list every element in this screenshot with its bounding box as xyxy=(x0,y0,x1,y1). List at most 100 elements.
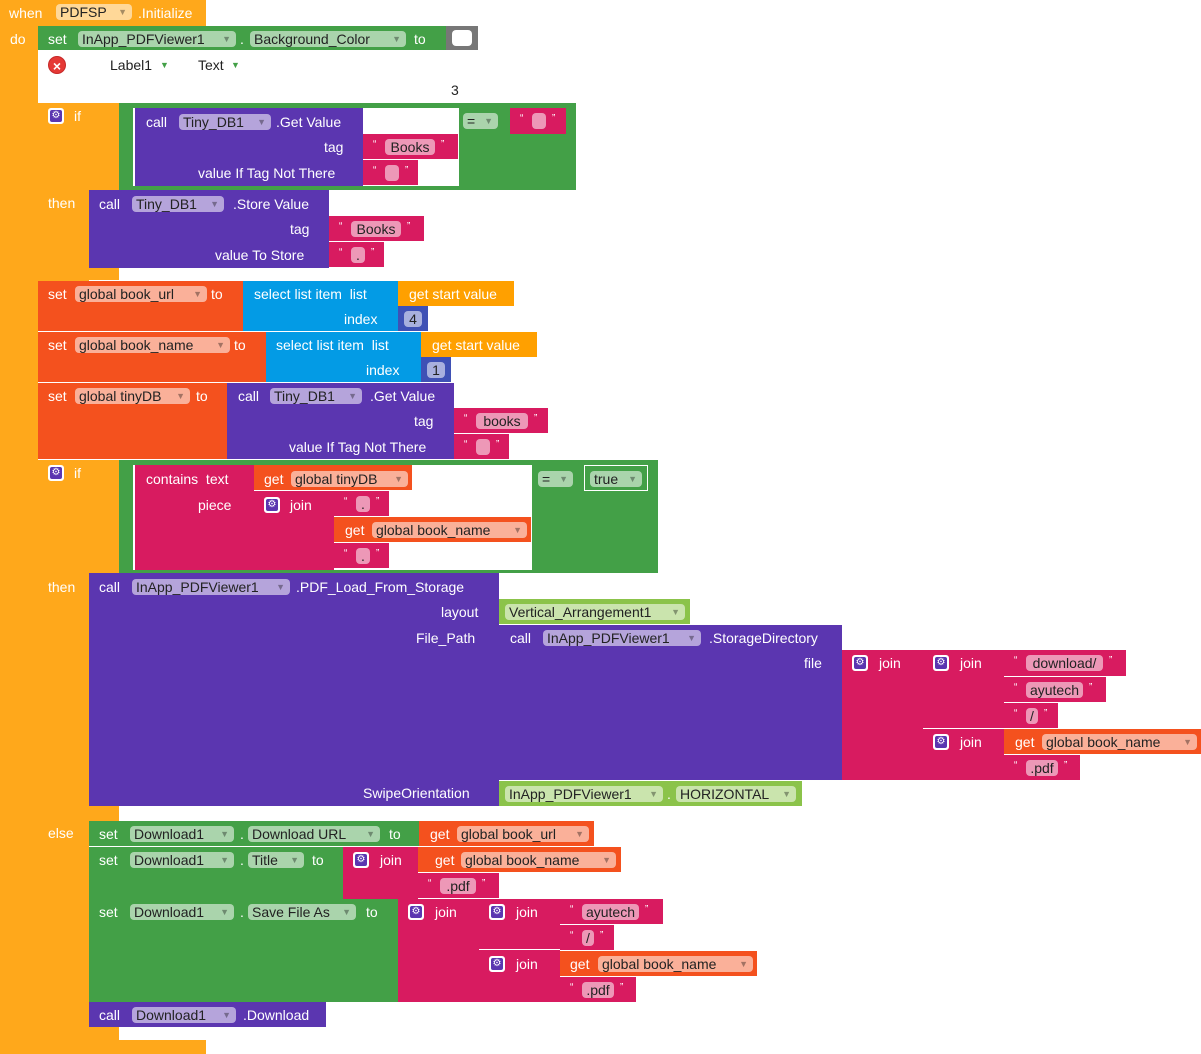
component-dropdown[interactable]: Tiny_DB1 ▼ xyxy=(179,114,271,130)
dropdown-value: InApp_PDFViewer1 xyxy=(509,786,632,802)
variable-dropdown[interactable]: global book_url ▼ xyxy=(457,826,589,842)
string-field[interactable]: books xyxy=(476,413,528,429)
component-dropdown[interactable]: Download1 ▼ xyxy=(130,826,234,842)
string-field[interactable] xyxy=(476,439,490,455)
string-field[interactable]: / xyxy=(582,930,594,946)
dropdown-arrow-icon[interactable]: ▼ xyxy=(160,60,169,70)
string-field[interactable] xyxy=(385,165,399,181)
if-else-gap[interactable] xyxy=(89,806,119,821)
mutator-gear-icon[interactable]: ⚙ xyxy=(933,655,949,671)
dropdown-arrow-icon[interactable]: ▼ xyxy=(231,60,240,70)
get-start-value-block[interactable] xyxy=(398,281,514,306)
dropdown-arrow-icon: ▼ xyxy=(193,289,202,299)
layout-dropdown[interactable]: Vertical_Arrangement1 ▼ xyxy=(505,604,685,620)
mutator-gear-icon[interactable]: ⚙ xyxy=(264,497,280,513)
mutator-gear-icon[interactable]: ⚙ xyxy=(489,904,505,920)
string-field[interactable] xyxy=(532,113,546,129)
component-dropdown[interactable]: Download1 ▼ xyxy=(132,1007,236,1023)
dot-label: . xyxy=(667,786,671,802)
join-block[interactable] xyxy=(842,650,923,780)
dropdown-value: global tinyDB xyxy=(79,388,162,404)
string-field[interactable]: .pdf xyxy=(440,878,476,894)
dropdown-arrow-icon: ▼ xyxy=(1183,737,1192,747)
component-dropdown[interactable]: Download1 ▼ xyxy=(130,904,234,920)
string-field[interactable]: ayutech xyxy=(582,904,639,920)
variable-dropdown[interactable]: global book_name ▼ xyxy=(372,522,527,538)
string-field[interactable]: .pdf xyxy=(1026,760,1058,776)
property-dropdown[interactable]: Save File As ▼ xyxy=(248,904,356,920)
component-dropdown[interactable]: InApp_PDFViewer1 ▼ xyxy=(505,786,663,802)
storage-directory-block[interactable] xyxy=(499,625,842,780)
string-field[interactable]: Books xyxy=(351,221,401,237)
boolean-dropdown[interactable]: true ▼ xyxy=(590,471,642,487)
if-bottom[interactable] xyxy=(89,268,119,280)
contains-block[interactable] xyxy=(135,465,254,570)
dropdown-value: HORIZONTAL xyxy=(680,786,770,802)
variable-dropdown[interactable]: global book_url ▼ xyxy=(75,286,207,302)
variable-dropdown[interactable]: global book_name ▼ xyxy=(598,956,753,972)
string-field[interactable]: download/ xyxy=(1026,655,1103,671)
dot-label: . xyxy=(240,826,244,842)
mutator-gear-icon[interactable]: ⚙ xyxy=(48,465,64,481)
string-field[interactable]: / xyxy=(1026,708,1038,724)
mutator-gear-icon[interactable]: ⚙ xyxy=(48,108,64,124)
property-dropdown[interactable]: Download URL ▼ xyxy=(248,826,380,842)
event-block-bottom[interactable] xyxy=(0,1040,206,1054)
string-field[interactable]: . xyxy=(351,247,365,263)
if-else-column[interactable] xyxy=(38,573,89,1040)
variable-dropdown[interactable]: global tinyDB ▼ xyxy=(75,388,190,404)
variable-dropdown[interactable]: global book_name ▼ xyxy=(1042,734,1197,750)
select-list-item-block[interactable] xyxy=(266,332,421,382)
component-dropdown[interactable]: InApp_PDFViewer1 ▼ xyxy=(78,31,236,47)
dropdown-arrow-icon: ▼ xyxy=(559,474,568,484)
index-label: index xyxy=(366,362,400,378)
if-else-bottom[interactable] xyxy=(89,1027,119,1040)
orientation-dropdown[interactable]: HORIZONTAL ▼ xyxy=(676,786,796,802)
property-dropdown[interactable]: Title ▼ xyxy=(248,852,304,868)
variable-dropdown[interactable]: global book_name ▼ xyxy=(461,852,616,868)
component-dropdown[interactable]: Tiny_DB1 ▼ xyxy=(270,388,362,404)
color-swatch[interactable] xyxy=(452,30,472,46)
dropdown-value: Save File As xyxy=(252,904,330,920)
operator-dropdown[interactable]: = ▼ xyxy=(463,113,498,129)
variable-dropdown[interactable]: global tinyDB ▼ xyxy=(291,471,408,487)
number-field[interactable]: 4 xyxy=(404,311,422,327)
property-dropdown[interactable]: Background_Color ▼ xyxy=(250,31,406,47)
layout-label: layout xyxy=(441,604,479,620)
dropdown-value: global book_name xyxy=(79,337,194,353)
number-field[interactable]: 1 xyxy=(427,362,445,378)
number-label[interactable]: 3 xyxy=(451,82,459,98)
get-start-value-block[interactable] xyxy=(421,332,537,357)
dropdown-value: Background_Color xyxy=(254,31,370,47)
component-dropdown[interactable]: InApp_PDFViewer1 ▼ xyxy=(132,579,290,595)
open-quote-icon: “ xyxy=(464,439,468,450)
mutator-gear-icon[interactable]: ⚙ xyxy=(408,904,424,920)
if-then-column[interactable] xyxy=(38,190,89,281)
close-quote-icon: ” xyxy=(534,413,538,424)
string-field[interactable]: . xyxy=(356,548,370,564)
event-do-column[interactable] xyxy=(0,26,38,1042)
component-dropdown[interactable]: Tiny_DB1 ▼ xyxy=(132,196,224,212)
dropdown-arrow-icon: ▼ xyxy=(276,582,285,592)
component-dropdown[interactable]: PDFSP ▼ xyxy=(56,4,132,20)
pdf-load-from-storage-block[interactable] xyxy=(89,573,499,806)
mutator-gear-icon[interactable]: ⚙ xyxy=(489,956,505,972)
error-icon[interactable]: × xyxy=(48,56,66,74)
string-field[interactable]: . xyxy=(356,496,370,512)
operator-dropdown[interactable]: = ▼ xyxy=(538,471,573,487)
mutator-gear-icon[interactable]: ⚙ xyxy=(852,655,868,671)
string-field[interactable]: Books xyxy=(385,139,435,155)
text-dropdown[interactable]: Text xyxy=(198,57,224,73)
select-list-item-block[interactable] xyxy=(243,281,398,331)
file-path-label: File_Path xyxy=(416,630,476,646)
component-dropdown[interactable]: Download1 ▼ xyxy=(130,852,234,868)
variable-dropdown[interactable]: global book_name ▼ xyxy=(75,337,230,353)
if-label: if xyxy=(74,465,81,481)
mutator-gear-icon[interactable]: ⚙ xyxy=(933,734,949,750)
string-field[interactable]: ayutech xyxy=(1026,682,1083,698)
label1-dropdown[interactable]: Label1 xyxy=(110,57,153,73)
component-dropdown[interactable]: InApp_PDFViewer1 ▼ xyxy=(543,630,701,646)
mutator-gear-icon[interactable]: ⚙ xyxy=(353,852,369,868)
string-field[interactable]: .pdf xyxy=(582,982,614,998)
